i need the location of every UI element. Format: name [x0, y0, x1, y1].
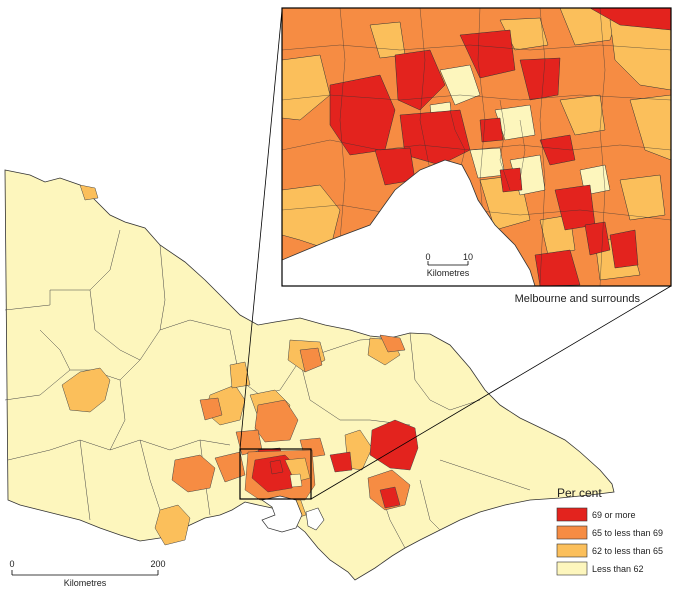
legend-item: 65 to less than 69: [556, 525, 663, 540]
legend-item: Less than 62: [556, 561, 644, 576]
main-scalebar-end: 200: [150, 559, 165, 569]
legend-label: 65 to less than 69: [592, 528, 663, 538]
legend-swatch: [556, 543, 588, 558]
main-scalebar: 0 200 Kilometres: [9, 559, 165, 588]
port-phillip-bay: [261, 495, 303, 533]
western-port: [305, 507, 325, 531]
inset-scalebar-end: 10: [463, 252, 473, 262]
inset-frame: [281, 7, 672, 287]
inset-map: 0 10 Kilometres Melbourne and surrounds: [281, 7, 672, 305]
inset-scalebar: 0 10 Kilometres: [425, 252, 473, 278]
legend-label: 69 or more: [592, 510, 636, 520]
legend-swatch: [556, 561, 588, 576]
inset-scalebar-unit: Kilometres: [427, 268, 470, 278]
legend-item: 62 to less than 65: [556, 543, 663, 558]
inset-regions-69-or-more: [329, 8, 671, 286]
metro-cluster: [244, 449, 316, 501]
inset-caption: Melbourne and surrounds: [515, 293, 641, 305]
inset-locator-box: [239, 448, 312, 500]
main-scalebar-start: 0: [9, 559, 14, 569]
state-outline: [4, 169, 615, 581]
inset-connector-lines: [239, 9, 672, 500]
legend: Per cent 69 or more 65 to less than 69 6…: [556, 486, 663, 576]
legend-label: Less than 62: [592, 564, 644, 574]
inset-regions-less-than-62: [429, 64, 611, 196]
legend-item: 69 or more: [556, 507, 636, 522]
legend-label: 62 to less than 65: [592, 546, 663, 556]
main-scalebar-unit: Kilometres: [64, 578, 107, 588]
legend-swatch: [556, 525, 588, 540]
inset-port-phillip-bay: [282, 159, 536, 286]
inset-scalebar-start: 0: [425, 252, 430, 262]
legend-title: Per cent: [557, 486, 602, 500]
legend-swatch: [556, 507, 588, 522]
victoria-state-map: [4, 169, 615, 581]
